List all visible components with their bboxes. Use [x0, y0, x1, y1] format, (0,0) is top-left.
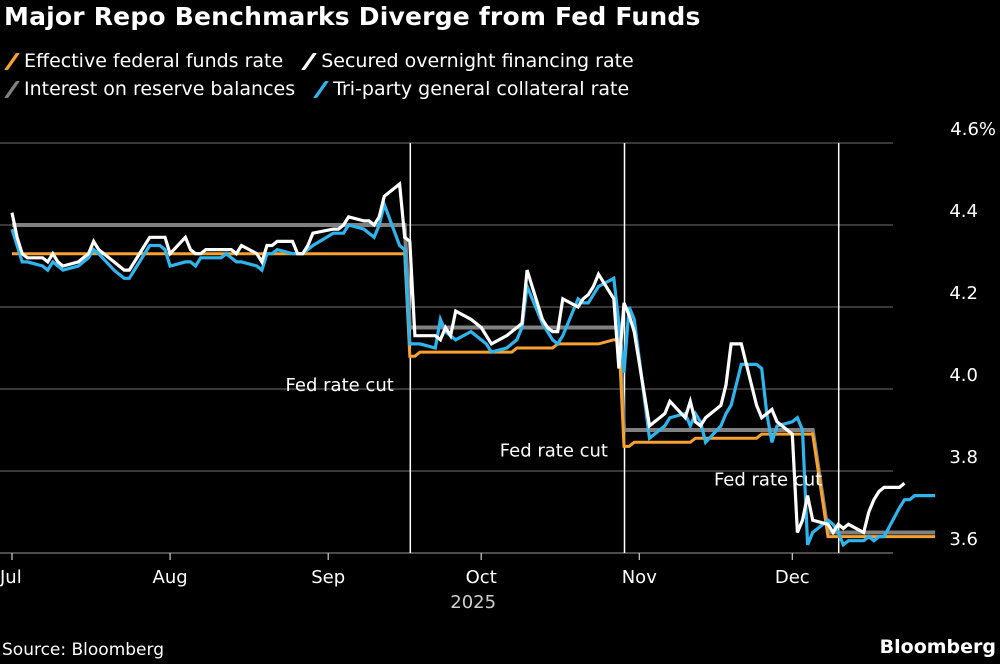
legend-label: Tri-party general collateral rate	[333, 78, 630, 100]
y-tick-label: 3.6	[949, 529, 978, 550]
y-tick-label: 4.6%	[950, 119, 996, 140]
legend-label: Interest on reserve balances	[24, 78, 296, 100]
legend-row-2: Interest on reserve balances Tri-party g…	[4, 78, 629, 100]
series-line-secured-overnight-financing-rate	[10, 180, 906, 536]
brand-logo: Bloomberg	[879, 636, 996, 658]
series-line-tri-party-general-collateral-rate	[10, 199, 936, 548]
x-tick-label: Aug	[153, 567, 188, 588]
x-tick-label: Sep	[311, 567, 345, 588]
legend-item-effr: Effective federal funds rate	[4, 50, 283, 72]
y-tick-label: 4.4	[949, 201, 978, 222]
legend-item-sofr: Secured overnight financing rate	[301, 50, 634, 72]
annotation-label: Fed rate cut	[714, 469, 822, 490]
y-tick-label: 4.0	[949, 365, 978, 386]
legend-row-1: Effective federal funds rate Secured ove…	[4, 50, 634, 72]
x-tick-label: Oct	[466, 567, 497, 588]
legend-item-iorb: Interest on reserve balances	[4, 78, 295, 100]
y-tick-label: 3.8	[949, 447, 978, 468]
x-tick-label: Dec	[775, 567, 810, 588]
x-year-label: 2025	[450, 592, 496, 613]
y-tick-label: 4.2	[949, 283, 978, 304]
x-tick-label: Jul	[0, 567, 22, 588]
annotation-label: Fed rate cut	[500, 441, 608, 462]
chart-title: Major Repo Benchmarks Diverge from Fed F…	[4, 2, 701, 31]
x-tick-label: Nov	[622, 567, 657, 588]
source-note: Source: Bloomberg	[2, 640, 164, 660]
legend-label: Secured overnight financing rate	[321, 50, 634, 72]
annotation-label: Fed rate cut	[286, 375, 394, 396]
legend-item-tgcr: Tri-party general collateral rate	[313, 78, 629, 100]
legend-label: Effective federal funds rate	[24, 50, 284, 72]
